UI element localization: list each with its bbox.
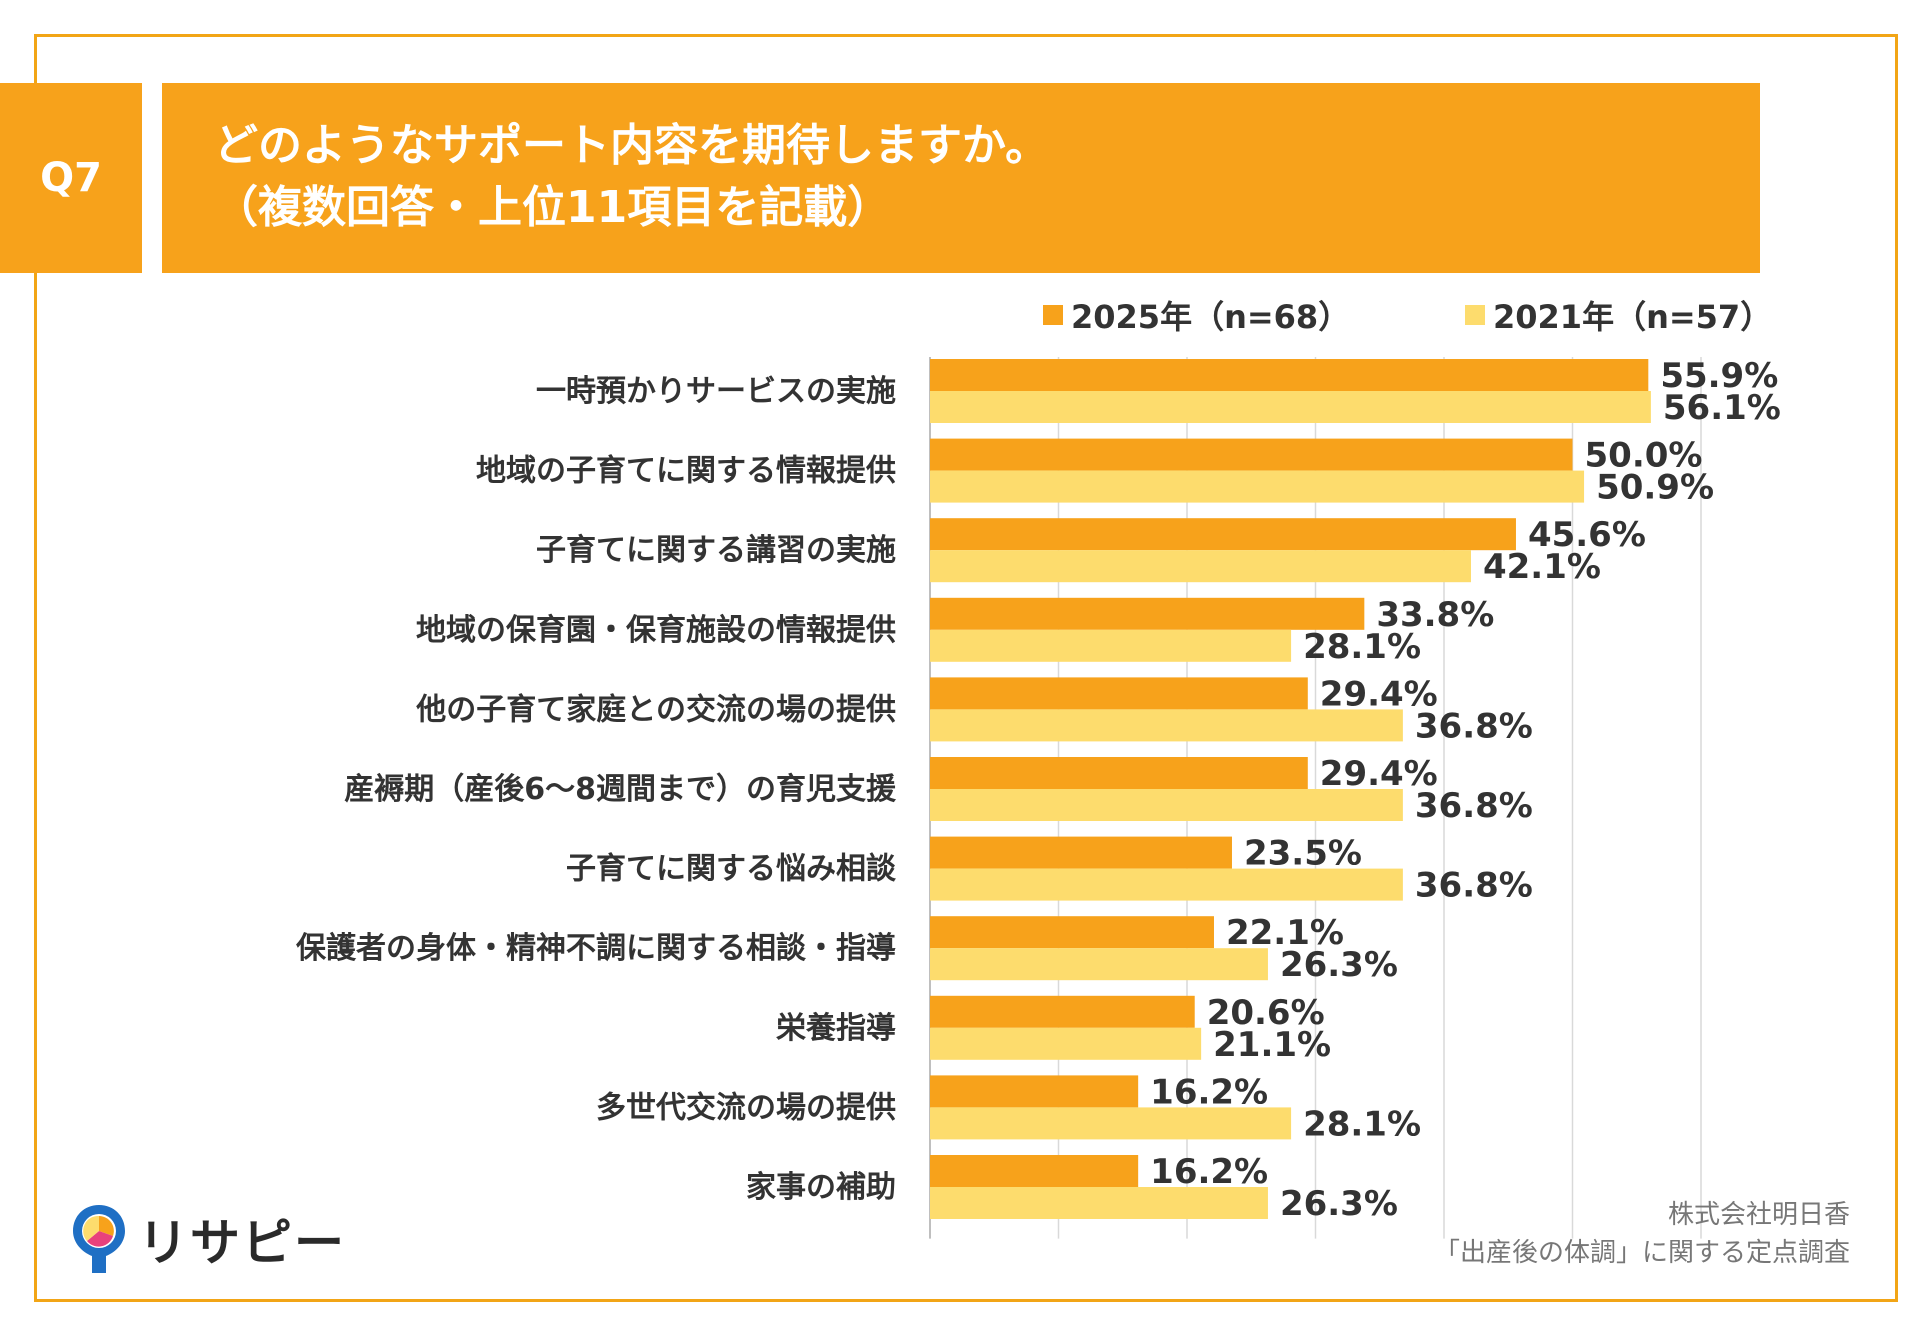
bar-2025 [930, 518, 1516, 551]
category-label: 子育てに関する講習の実施 [536, 533, 896, 568]
bar-2025 [930, 359, 1649, 391]
data-label-2021: 21.1% [1213, 1025, 1331, 1065]
data-label-2025: 50.0% [1585, 436, 1703, 476]
legend-label-2021: 2021年（n=57） [1493, 298, 1773, 336]
bar-2021 [930, 1027, 1202, 1060]
data-label-2025: 23.5% [1244, 834, 1362, 874]
category-label: 家事の補助 [746, 1170, 896, 1205]
data-label-2025: 16.2% [1150, 1152, 1268, 1192]
data-label-2021: 28.1% [1303, 627, 1421, 667]
bar-2021 [930, 391, 1651, 423]
bar-2021 [930, 550, 1471, 583]
bar-2025 [930, 1075, 1139, 1108]
data-label-2025: 29.4% [1320, 674, 1438, 714]
bar-2025 [930, 1155, 1139, 1187]
legend-swatch-2021 [1465, 305, 1485, 325]
category-label: 地域の子育てに関する情報提供 [476, 454, 896, 489]
data-label-2025: 45.6% [1528, 515, 1646, 555]
category-label: 地域の保育園・保育施設の情報提供 [416, 613, 896, 648]
category-label: 栄養指導 [776, 1011, 896, 1046]
bar-2025 [930, 757, 1308, 789]
chart-subtitle: （複数回答・上位11項目を記載） [214, 182, 892, 233]
bar-2021 [930, 709, 1403, 742]
bar-2021 [930, 629, 1292, 662]
logo-text: リサピー [138, 1214, 346, 1272]
data-label-2021: 26.3% [1280, 945, 1398, 985]
data-label-2021: 36.8% [1415, 706, 1533, 746]
chart-frame [34, 34, 1898, 1302]
data-label-2025: 20.6% [1207, 993, 1325, 1033]
data-label-2021: 50.9% [1596, 468, 1714, 508]
bar-2021 [930, 868, 1403, 901]
question-number: Q7 [40, 155, 102, 201]
legend-label-2025: 2025年（n=68） [1071, 298, 1351, 336]
data-label-2021: 26.3% [1280, 1184, 1398, 1224]
bar-2021 [930, 948, 1268, 981]
legend-swatch-2025 [1043, 305, 1063, 325]
bar-2021 [930, 1187, 1268, 1219]
data-label-2025: 29.4% [1320, 754, 1438, 794]
brand-logo: リサピー [70, 1203, 346, 1275]
bar-2021 [930, 1107, 1292, 1140]
data-label-2025: 22.1% [1226, 913, 1344, 953]
category-label: 保護者の身体・精神不調に関する相談・指導 [296, 931, 896, 966]
question-number-badge: Q7 [0, 83, 142, 273]
bar-2021 [930, 470, 1585, 503]
bar-2021 [930, 789, 1403, 821]
bar-2025 [930, 995, 1195, 1028]
data-label-2025: 55.9% [1660, 356, 1778, 396]
bar-2025 [930, 836, 1232, 869]
data-label-2021: 42.1% [1483, 547, 1601, 587]
category-label: 多世代交流の場の提供 [596, 1090, 896, 1125]
legend-item-2021: 2021年（n=57） [1465, 290, 1772, 340]
data-label-2021: 36.8% [1415, 786, 1533, 826]
credit-survey: 「出産後の体調」に関する定点調査 [1433, 1238, 1850, 1268]
category-label: 一時預かりサービスの実施 [536, 374, 896, 409]
chart-title: どのようなサポート内容を期待しますか。 [214, 120, 1050, 171]
data-label-2021: 36.8% [1415, 866, 1533, 906]
bar-2025 [930, 677, 1308, 710]
bar-2025 [930, 597, 1365, 630]
category-label: 産褥期（産後6～8週間まで）の育児支援 [344, 772, 897, 807]
title-banner: どのようなサポート内容を期待しますか。 （複数回答・上位11項目を記載） [162, 83, 1760, 273]
data-label-2021: 56.1% [1663, 388, 1781, 428]
data-label-2025: 33.8% [1376, 595, 1494, 635]
category-label: 子育てに関する悩み相談 [566, 852, 897, 887]
category-label: 他の子育て家庭との交流の場の提供 [415, 692, 896, 727]
data-label-2021: 28.1% [1303, 1104, 1421, 1144]
legend-item-2025: 2025年（n=68） [1043, 290, 1350, 340]
bar-2025 [930, 438, 1573, 471]
credit-company: 株式会社明日香 [1667, 1200, 1850, 1230]
data-label-2025: 16.2% [1150, 1072, 1268, 1112]
source-credit: 株式会社明日香 「出産後の体調」に関する定点調査 [1434, 1196, 1850, 1272]
bar-2025 [930, 916, 1214, 949]
pin-logo-icon [73, 1205, 125, 1273]
